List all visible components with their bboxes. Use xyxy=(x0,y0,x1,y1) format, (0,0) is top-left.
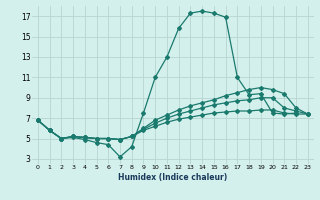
X-axis label: Humidex (Indice chaleur): Humidex (Indice chaleur) xyxy=(118,173,228,182)
